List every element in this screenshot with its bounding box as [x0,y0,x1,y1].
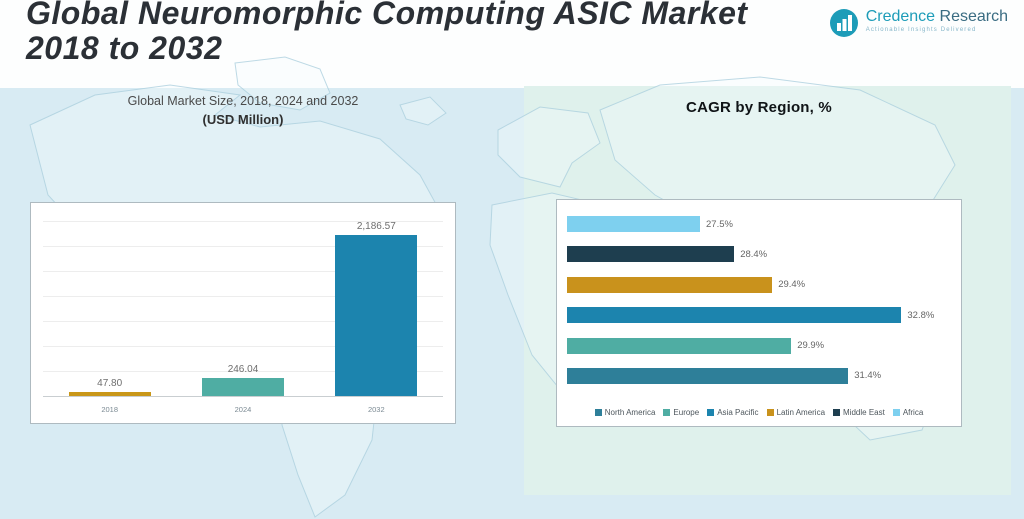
column-bar-group: 47.80 [43,219,176,396]
legend-swatch [594,409,602,416]
cagr-bar-row: 29.4% [567,276,947,293]
bar-value-label: 27.5% [706,218,733,230]
column-chart-plot: 47.80 246.04 2,186.57 [43,219,443,397]
legend-item: Middle East [833,408,885,417]
bar-value-label: 47.80 [97,378,123,390]
credence-logo-icon [829,9,858,37]
bar-value-label: 246.04 [227,363,259,375]
cagr-bar-row: 31.4% [567,367,947,384]
cagr-bar-europe [567,337,792,354]
legend-label: Latin America [776,408,826,417]
legend-swatch [892,409,900,416]
column-bar-group: 2,186.57 [310,219,443,396]
brand-tagline: Actionable Insights Delivered [865,27,977,33]
brand-name-sub: Research [935,8,1008,25]
x-axis-label: 2018 [101,405,118,414]
x-axis-label: 2032 [367,405,385,414]
legend-label: North America [604,408,656,417]
legend-label: Africa [902,408,924,417]
cagr-bar-row: 27.5% [567,216,947,232]
cagr-bar-north-america [567,367,849,384]
cagr-chart-title: CAGR by Region, % [686,99,832,116]
x-axis-label: 2024 [234,405,252,414]
brand-text: Credence Research Actionable Insights De… [866,8,1008,33]
cagr-bar-middle-east [567,246,735,263]
column-chart-x-axis: 2018 2024 2032 [43,405,443,414]
legend-item: Asia Pacific [707,408,759,417]
legend-label: Asia Pacific [717,408,759,417]
legend-swatch [766,409,774,416]
cagr-bar-latin-america [567,276,773,293]
column-bar [335,234,418,396]
market-size-chart: 47.80 246.04 2,186.57 2018 2024 2032 [30,202,456,424]
bar-value-label: 32.8% [907,309,935,321]
cagr-bar-row: 32.8% [567,307,947,324]
market-size-chart-title: Global Market Size, 2018, 2024 and 2032 [127,94,359,108]
legend-swatch [833,409,841,416]
brand-logo: Credence Research Actionable Insights De… [829,8,1008,38]
cagr-legend: North America Europe Asia Pacific Latin Ame… [557,408,961,417]
market-size-chart-subtitle: (USD Million) [202,112,284,127]
bar-value-label: 2,186.57 [356,220,396,232]
legend-swatch [663,409,671,416]
cagr-chart: 27.5% 28.4% 29.4% 32.8% 29.9% 31.4% North Ame… [556,199,962,427]
brand-name: Credence Research [866,8,1008,26]
bar-value-label: 28.4% [740,248,768,260]
market-size-chart-header: Global Market Size, 2018, 2024 and 2032 … [30,94,456,127]
legend-swatch [707,409,715,416]
legend-item: Europe [663,408,699,417]
bar-value-label: 29.9% [797,340,825,352]
legend-label: Europe [673,408,700,417]
column-bar [68,392,151,396]
cagr-bar-africa [567,216,700,232]
column-bar [201,377,284,396]
cagr-bar-row: 28.4% [567,246,947,263]
brand-name-main: Credence [865,8,936,25]
bar-value-label: 29.4% [778,279,806,291]
cagr-bar-row: 29.9% [567,337,947,354]
page-title-line2: 2018 to 2032 [26,30,223,66]
column-bar-group: 246.04 [176,219,309,396]
legend-label: Middle East [843,408,885,417]
legend-item: Africa [892,408,924,417]
cagr-chart-plot: 27.5% 28.4% 29.4% 32.8% 29.9% 31.4% [567,216,947,384]
page-title: Global Neuromorphic Computing ASIC Marke… [26,0,748,66]
cagr-bar-asia-pacific [567,307,902,324]
bar-value-label: 31.4% [854,370,882,382]
page-title-line1: Global Neuromorphic Computing ASIC Marke… [26,0,748,31]
legend-item: Latin America [766,408,826,417]
legend-item: North America [594,408,656,417]
